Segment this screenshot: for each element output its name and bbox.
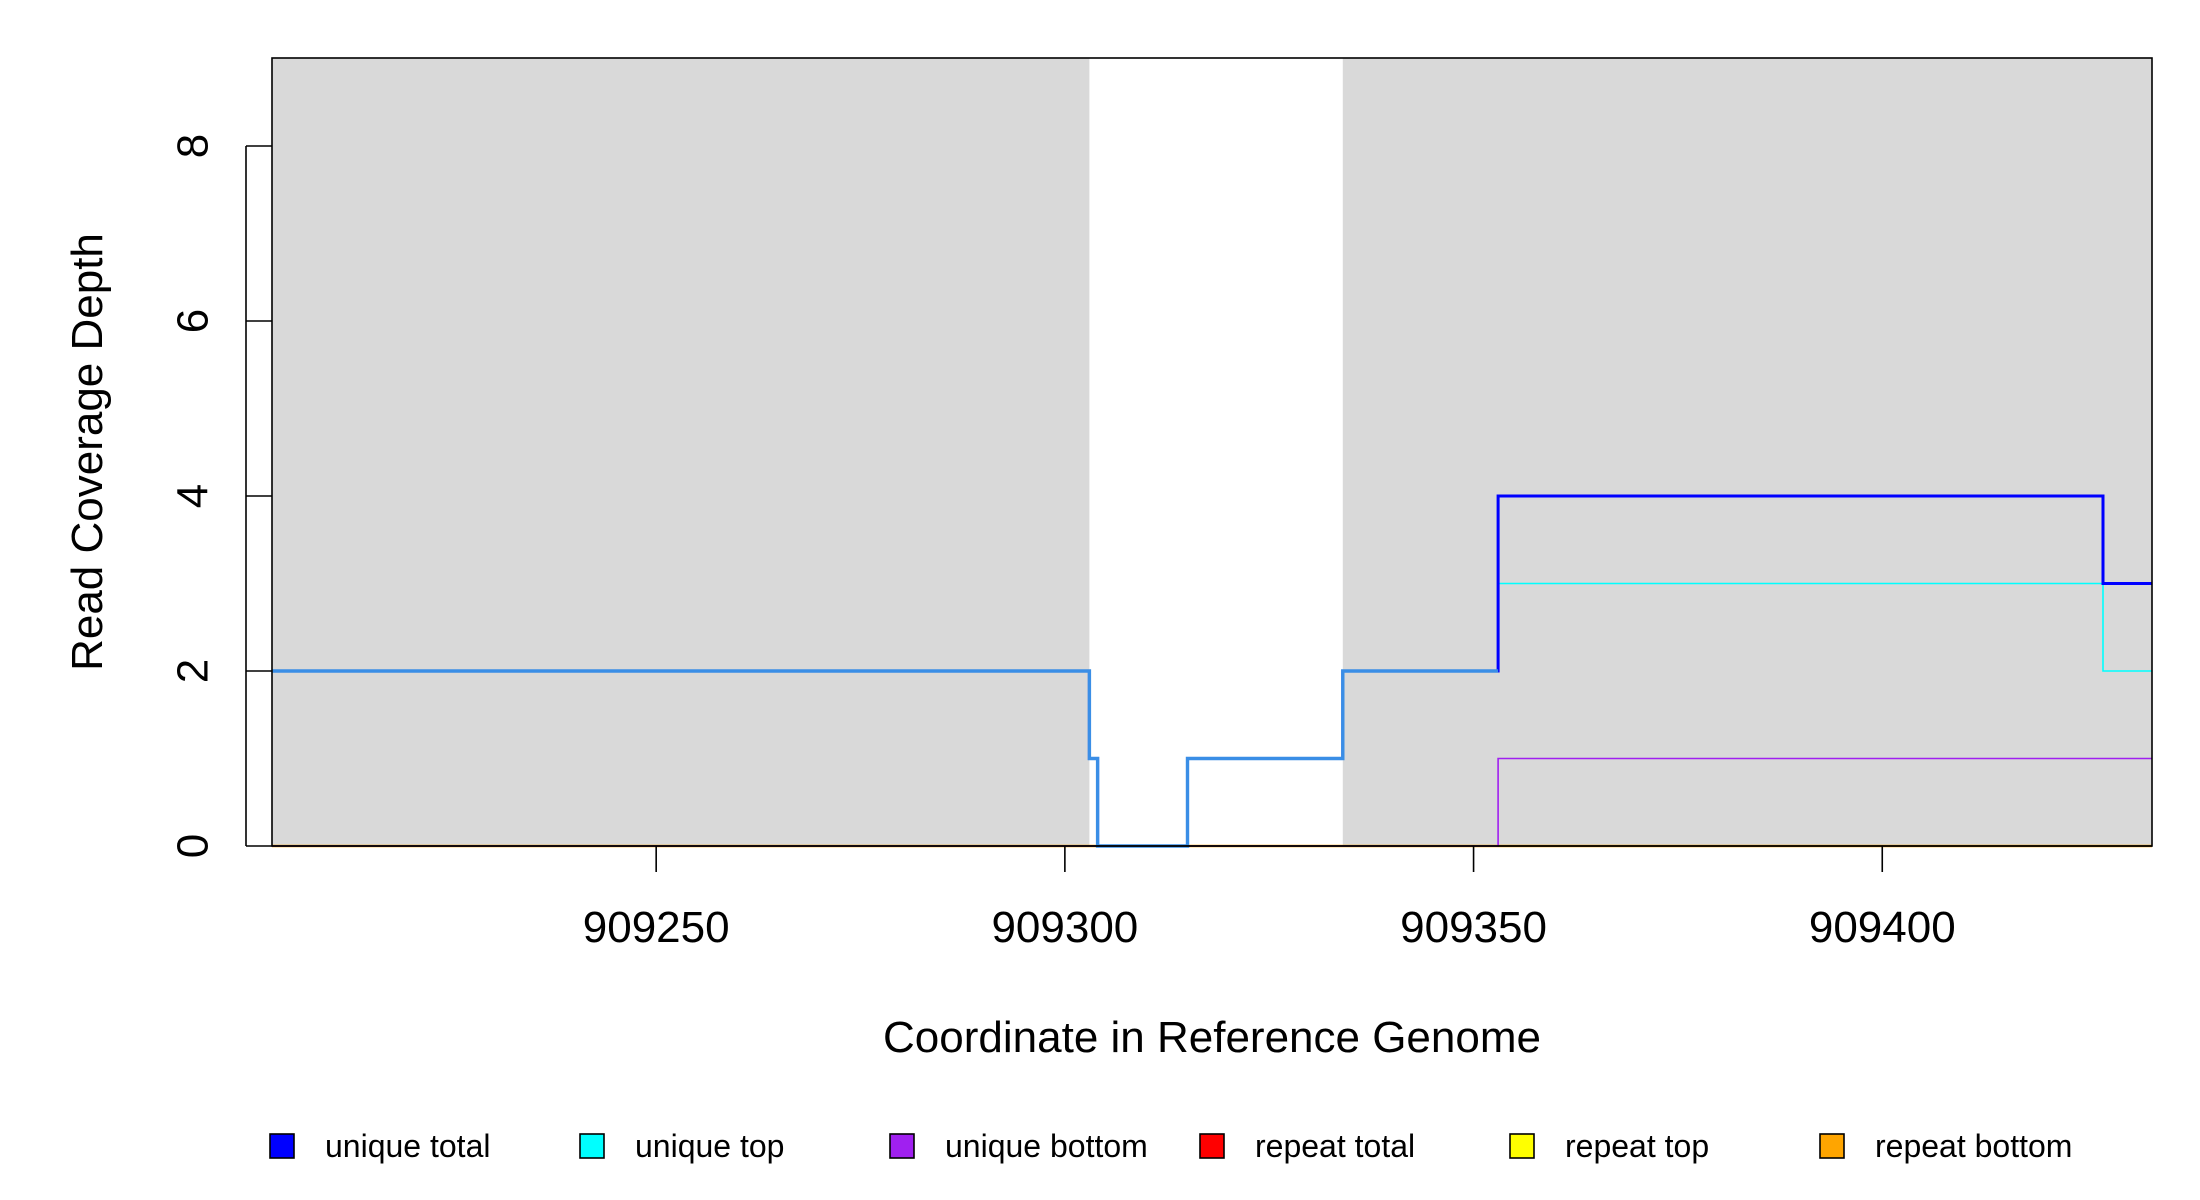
legend: unique total unique top unique bottom repea… [269, 1128, 2072, 1164]
y-tick-label: 6 [169, 309, 218, 333]
axes: 0 2 4 6 8 909250 909300 909350 909400 [169, 57, 2153, 952]
x-tick-label: 909350 [1400, 903, 1547, 952]
x-tick-label: 909250 [583, 903, 730, 952]
y-axis-title: Read Coverage Depth [63, 233, 112, 671]
legend-swatch-unique-bottom [889, 1133, 915, 1159]
y-tick-label: 4 [169, 484, 218, 508]
legend-swatch-repeat-bottom [1819, 1133, 1845, 1159]
x-tick-label: 909300 [991, 903, 1138, 952]
legend-swatch-unique-total [269, 1133, 295, 1159]
legend-swatch-repeat-top [1509, 1133, 1535, 1159]
y-tick-label: 0 [169, 834, 218, 858]
highlight-region-0 [1089, 58, 1343, 846]
legend-label-unique-total: unique total [325, 1128, 490, 1164]
legend-label-repeat-top: repeat top [1565, 1128, 1709, 1164]
legend-swatch-unique-top [579, 1133, 605, 1159]
legend-label-unique-bottom: unique bottom [945, 1128, 1148, 1164]
legend-label-repeat-total: repeat total [1255, 1128, 1415, 1164]
legend-label-repeat-bottom: repeat bottom [1875, 1128, 2072, 1164]
y-tick-label: 8 [169, 134, 218, 158]
legend-swatch-repeat-total [1199, 1133, 1225, 1159]
plot-background [272, 58, 2152, 846]
legend-label-unique-top: unique top [635, 1128, 784, 1164]
y-tick-label: 2 [169, 659, 218, 683]
x-axis-title: Coordinate in Reference Genome [883, 1013, 1541, 1062]
x-tick-label: 909400 [1809, 903, 1956, 952]
